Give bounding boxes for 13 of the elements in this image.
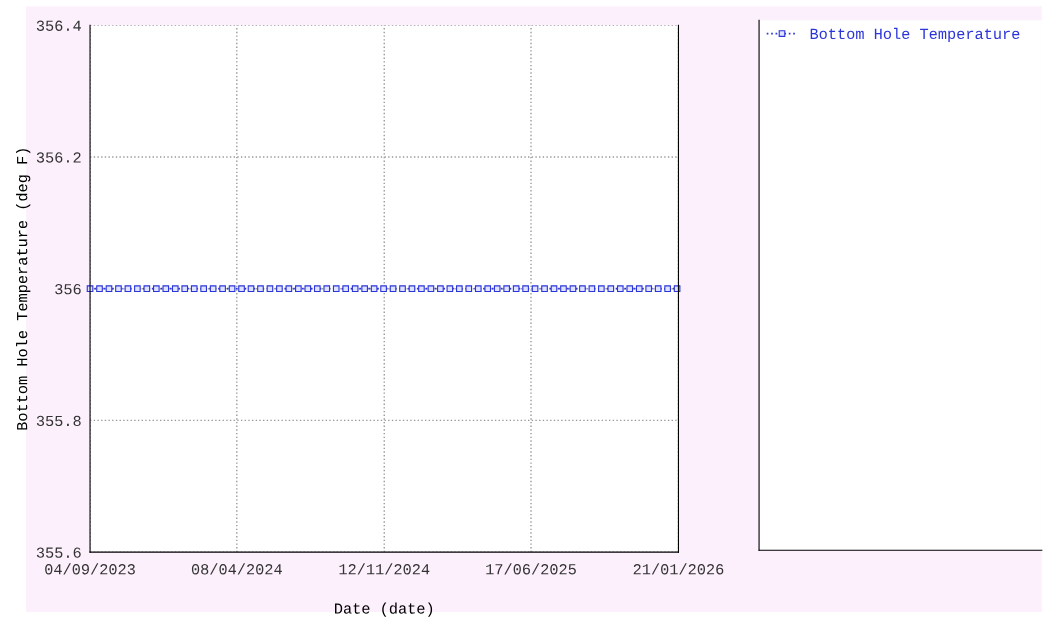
x-tick-label: 08/04/2024 [191, 563, 282, 575]
y-tick-label: 356.4 [36, 20, 81, 31]
y-tick-label: 356.2 [36, 152, 81, 163]
x-tick-label: 04/09/2023 [45, 563, 135, 575]
legend-label: Bottom Hole Temperature [810, 27, 1020, 43]
y-tick-label: 355.8 [36, 415, 81, 427]
x-tick-label: 21/01/2026 [633, 563, 724, 575]
x-tick-label: 17/06/2025 [486, 563, 576, 575]
y-tick-label: 356 [55, 284, 81, 295]
y-axis-title: Bottom Hole Temperature (deg F) [16, 149, 31, 430]
y-tick-label: 355.6 [36, 547, 81, 558]
x-axis-title: Date (date) [335, 602, 433, 617]
x-tick-label: 12/11/2024 [339, 563, 430, 575]
